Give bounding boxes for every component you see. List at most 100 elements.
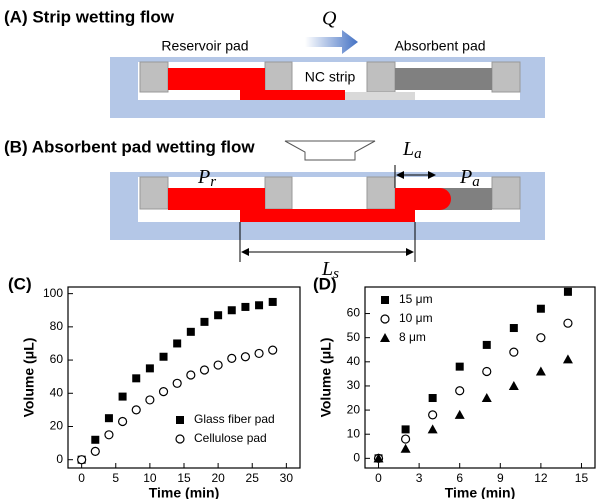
legend-label: 10 μm	[399, 311, 433, 325]
data-point	[535, 366, 546, 376]
x-tick-label: 15	[177, 471, 191, 485]
x-tick-label: 30	[280, 471, 294, 485]
data-point	[199, 365, 210, 375]
y-tick-label: 40	[50, 385, 64, 399]
y-tick-label: 0	[353, 451, 360, 465]
data-point	[508, 380, 519, 390]
la-label: La	[402, 138, 422, 163]
y-tick-label: 0	[56, 452, 63, 466]
data-point	[227, 306, 236, 315]
data-point	[536, 304, 545, 313]
data-point	[268, 345, 278, 355]
data-point	[186, 370, 196, 380]
data-point	[400, 443, 411, 453]
data-point	[254, 348, 264, 359]
legend-label: 8 μm	[399, 330, 426, 344]
data-point	[241, 302, 250, 311]
data-point	[563, 287, 572, 296]
panel-title: (B) Absorbent pad wetting flow	[4, 137, 255, 156]
data-point	[562, 354, 573, 364]
y-tick-label: 50	[347, 330, 361, 344]
data-point	[145, 364, 154, 373]
x-tick-label: 10	[143, 471, 157, 485]
data-point	[90, 446, 100, 456]
data-point	[428, 410, 438, 420]
pad-diagram	[110, 165, 545, 262]
panel-title: (A) Strip wetting flow	[4, 7, 175, 26]
y-tick-label: 100	[43, 286, 63, 300]
data-point	[118, 392, 127, 401]
x-tick-label: 0	[375, 471, 382, 485]
data-point	[172, 378, 182, 388]
x-tick-label: 5	[112, 471, 119, 485]
x-tick-label: 9	[497, 471, 504, 485]
data-point	[104, 430, 114, 440]
y-tick-label: 30	[347, 378, 361, 392]
data-point	[428, 394, 437, 403]
legend-marker	[380, 333, 390, 342]
x-tick-label: 20	[211, 471, 225, 485]
data-point	[482, 366, 492, 377]
data-point	[186, 327, 195, 336]
x-tick-label: 3	[416, 471, 423, 485]
ls-label: Ls	[321, 258, 339, 283]
data-point	[91, 435, 100, 444]
legend-marker	[175, 434, 185, 444]
data-point	[373, 453, 384, 463]
y-tick-label: 20	[347, 402, 361, 416]
data-point	[482, 340, 491, 349]
data-point	[77, 455, 87, 465]
data-point	[563, 318, 573, 328]
y-tick-label: 60	[50, 352, 64, 366]
legend-label: 15 μm	[399, 292, 433, 306]
data-point	[400, 434, 411, 444]
y-tick-label: 10	[347, 426, 361, 440]
x-axis-label: Time (min)	[445, 485, 516, 499]
data-point	[268, 297, 277, 306]
legend-marker	[381, 296, 389, 304]
y-tick-label: 40	[347, 354, 361, 368]
strip-label: NC strip	[305, 69, 356, 85]
data-point	[213, 360, 223, 370]
data-point	[509, 347, 519, 357]
data-point	[455, 386, 465, 396]
y-axis-label: Volume (μL)	[21, 338, 37, 418]
data-point	[214, 311, 223, 320]
reservoir-label: Reservoir pad	[161, 38, 248, 54]
absorbent-label: Absorbent pad	[394, 38, 485, 54]
plot-frame	[364, 286, 596, 469]
data-point	[173, 339, 182, 348]
data-point	[131, 405, 141, 415]
y-tick-label: 80	[50, 319, 64, 333]
y-tick-label: 60	[347, 306, 361, 320]
x-tick-label: 15	[575, 471, 589, 485]
data-point	[481, 393, 492, 403]
pr-label: Pr	[197, 166, 216, 191]
data-point	[427, 424, 438, 434]
data-point	[158, 387, 169, 397]
data-point	[104, 414, 113, 423]
flow-label: Q	[322, 8, 337, 30]
strip-diagram	[110, 57, 545, 118]
y-tick-label: 20	[50, 419, 64, 433]
legend-label: Cellulose pad	[194, 431, 267, 445]
x-axis-label: Time (min)	[149, 485, 220, 499]
x-tick-label: 12	[534, 471, 548, 485]
data-point	[401, 425, 410, 434]
data-point	[240, 352, 251, 362]
panel-label: (D)	[313, 274, 337, 293]
data-point	[159, 352, 168, 361]
legend-marker	[380, 314, 390, 324]
y-axis-label: Volume (μL)	[318, 338, 334, 418]
data-point	[455, 362, 464, 371]
pa-label: Pa	[459, 166, 480, 191]
data-point	[227, 353, 237, 364]
x-tick-label: 25	[246, 471, 260, 485]
data-point	[117, 416, 128, 427]
flow-arrow	[305, 30, 358, 54]
legend-label: Glass fiber pad	[194, 412, 275, 426]
legend-marker	[176, 416, 184, 424]
data-point	[255, 301, 264, 310]
data-point	[509, 324, 518, 333]
